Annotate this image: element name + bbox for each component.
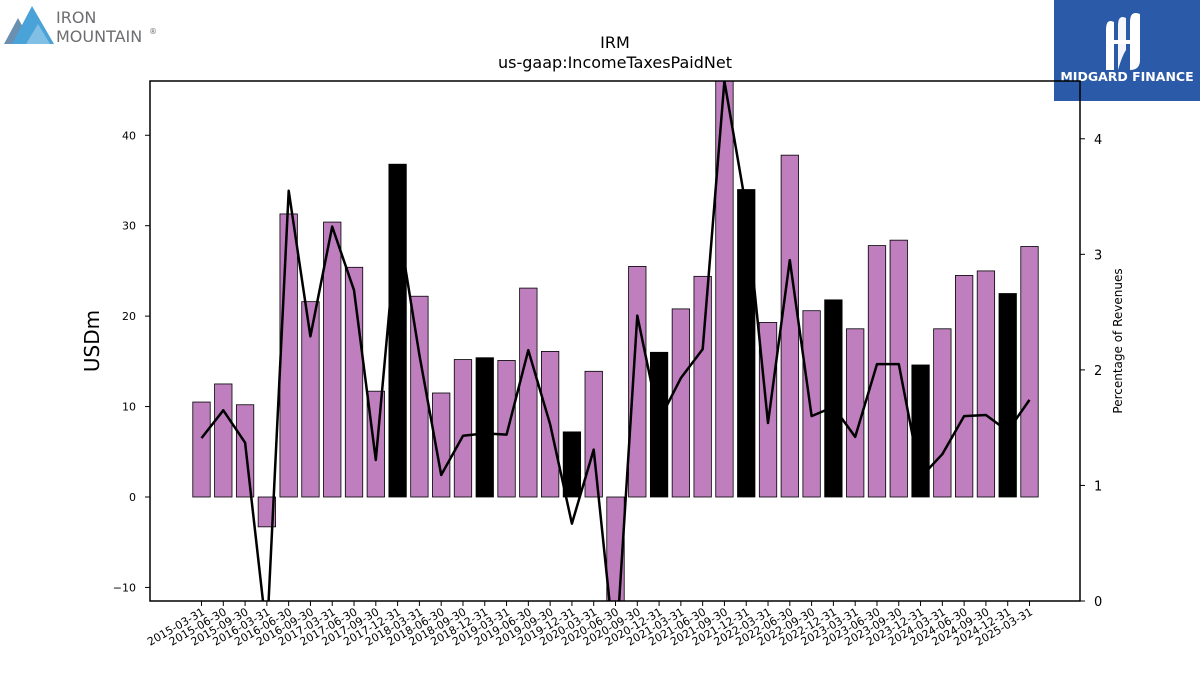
bar-2020-12-31 <box>649 351 669 498</box>
midgard-icon <box>1106 13 1140 70</box>
bar-2025-03-31 <box>1020 246 1039 498</box>
brand-line-2: MOUNTAIN <box>56 27 142 46</box>
bar-2022-06-30 <box>780 154 799 498</box>
chart-title: IRM <box>600 33 630 52</box>
bar-2019-12-31 <box>562 431 582 498</box>
y-tick-label: −10 <box>113 581 136 594</box>
bar-2016-03-31 <box>257 496 276 528</box>
bar-2015-06-30 <box>214 383 233 498</box>
bar-2022-03-31 <box>758 322 778 498</box>
y-axis-ticks: −10 0 10 20 30 40 <box>113 129 150 594</box>
x-axis-ticks: 2015-03-312015-06-302015-09-302016-03-31… <box>145 601 1035 649</box>
bar-2022-12-31 <box>824 299 843 498</box>
bar-2016-06-30 <box>279 213 298 498</box>
chart-subtitle: us-gaap:IncomeTaxesPaidNet <box>498 53 732 72</box>
bar-2018-06-30 <box>432 392 451 498</box>
revenue-percentage-line <box>200 81 1031 601</box>
bar-2023-06-30 <box>867 245 887 498</box>
bar-2021-06-30 <box>693 275 712 498</box>
bar-2018-12-31 <box>475 357 494 498</box>
mountain-icon: IRON MOUNTAIN ® <box>4 6 157 46</box>
bar-2017-12-31 <box>388 163 407 498</box>
y-axis-label: USDm <box>80 310 104 372</box>
bar-2024-06-30 <box>955 275 974 498</box>
brand-name: MIDGARD FINANCE <box>1060 69 1193 84</box>
y2-tick-label: 3 <box>1094 248 1102 263</box>
y2-tick-label: 4 <box>1094 133 1102 148</box>
y-tick-label: 0 <box>129 491 136 504</box>
y2-tick-label: 0 <box>1094 595 1102 610</box>
y2-tick-label: 2 <box>1094 364 1102 379</box>
bar-2023-03-31 <box>846 328 865 498</box>
bar-2015-03-31 <box>192 401 211 498</box>
y2-axis-ticks: 0 1 2 3 4 <box>1080 133 1102 610</box>
bar-2020-09-30 <box>628 265 647 498</box>
bar-2019-03-31 <box>497 360 516 498</box>
y-tick-label: 20 <box>122 310 136 323</box>
bar-2018-09-30 <box>453 359 473 498</box>
bar-2024-09-30 <box>976 270 996 498</box>
midgard-finance-logo: MIDGARD FINANCE <box>1054 0 1200 101</box>
brand-line-1: IRON <box>56 8 96 27</box>
bar-2017-06-30 <box>344 266 364 498</box>
bar-2021-09-30 <box>715 81 734 498</box>
bar-2022-09-30 <box>802 310 821 498</box>
bar-2018-03-31 <box>410 295 429 498</box>
line-group <box>200 81 1031 601</box>
y-tick-label: 40 <box>122 129 136 142</box>
bar-2024-03-31 <box>933 328 952 498</box>
bar-2019-06-30 <box>519 287 538 498</box>
bar-2017-03-31 <box>323 221 342 498</box>
bar-2020-03-31 <box>584 370 603 498</box>
bar-2024-12-31 <box>998 293 1017 498</box>
bar-2021-12-31 <box>737 189 756 498</box>
y-tick-label: 30 <box>122 220 136 233</box>
bars-group <box>192 81 1039 601</box>
registered-mark: ® <box>149 27 157 36</box>
bar-2016-09-30 <box>301 301 320 498</box>
y2-axis-label: Percentage of Revenues <box>1111 268 1125 413</box>
y2-tick-label: 1 <box>1094 479 1102 494</box>
bar-2021-03-31 <box>671 308 690 498</box>
iron-mountain-logo: IRON MOUNTAIN ® <box>4 4 164 48</box>
y-tick-label: 10 <box>122 401 136 414</box>
